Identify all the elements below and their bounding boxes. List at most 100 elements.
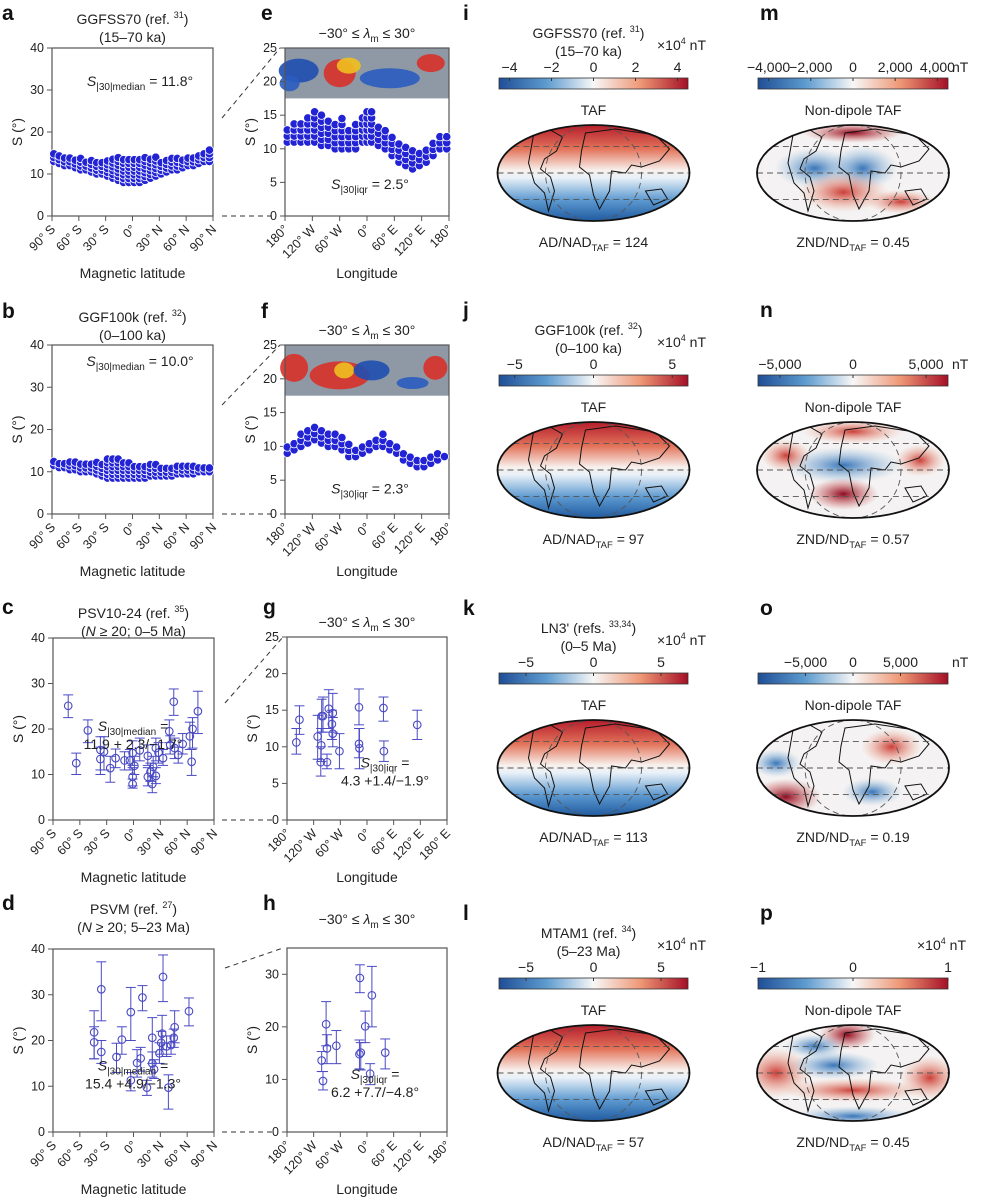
colorbar-tick-label: −5	[507, 356, 523, 372]
data-point	[295, 715, 304, 725]
stat-annotation: S|30|iqr =	[351, 1066, 400, 1086]
colorbar-tick-label: 2,000	[878, 59, 913, 75]
panel-letter: p	[760, 902, 773, 925]
y-axis-label: S (°)	[242, 415, 258, 443]
data-point	[142, 1083, 152, 1092]
text-span: =	[397, 754, 409, 770]
text-span: (15–70 ka)	[555, 43, 622, 59]
mollweide-map	[757, 1025, 949, 1121]
y-tick-label: 5	[270, 175, 277, 189]
y-tick-label: 40	[31, 942, 45, 956]
map-panel-j: j GGF100k (ref. 32) (0–100 ka) ×104 nT −5 0 5 T…	[462, 299, 706, 551]
x-tick-label: 30° S	[80, 222, 112, 254]
y-tick-label: 30	[31, 988, 45, 1002]
text-span: nT	[686, 632, 707, 648]
x-axis-label: Longitude	[336, 563, 398, 579]
panel-title: −30° ≤ λm ≤ 30°	[319, 25, 416, 45]
panel-letter: d	[2, 892, 15, 915]
map-label: TAF	[581, 399, 606, 415]
panel-title: −30° ≤ λm ≤ 30°	[319, 614, 416, 634]
y-tick-label: 30	[30, 83, 44, 97]
field-anomaly	[783, 1078, 923, 1103]
x-tick-label: 0°	[355, 520, 373, 538]
stat-annotation: 4.3 +1.4/−1.9°	[341, 772, 429, 788]
data-point	[380, 126, 390, 136]
colorbar-tick-label: −4	[502, 59, 518, 75]
text-span: 15.4 +4.9/−1.3°	[85, 1075, 181, 1091]
map-label: TAF	[581, 697, 606, 713]
text-span: =	[156, 718, 168, 734]
data-point	[89, 1037, 99, 1047]
data-point	[136, 1053, 146, 1063]
x-tick-label: 60° N	[160, 520, 192, 552]
panel-letter: g	[263, 596, 276, 619]
data-point	[146, 767, 155, 777]
y-tick-label: 0	[270, 209, 277, 223]
map-panel-k: k LN3' (refs. 33,34) (0–5 Ma) ×104 nT −5 0 5 TA…	[463, 597, 706, 849]
text-span: )	[640, 25, 645, 41]
x-tick-label: 90° N	[188, 826, 220, 858]
panel-letter: j	[462, 299, 469, 322]
data-point	[365, 1069, 375, 1078]
data-point	[120, 756, 129, 765]
data-point	[442, 132, 452, 142]
x-axis-label: Longitude	[336, 869, 398, 885]
y-tick-label: 0	[272, 813, 279, 827]
map-inset	[280, 345, 449, 396]
y-tick-label: 15	[265, 703, 279, 717]
mollweide-map	[757, 720, 949, 816]
text-span: TAF	[849, 1143, 866, 1154]
plot-frame	[286, 947, 448, 1133]
y-tick-label: 5	[272, 776, 279, 790]
text-span: ×10	[657, 334, 681, 350]
colorbar-tick-label: −5,000	[784, 654, 827, 670]
text-span: )	[184, 605, 189, 621]
y-tick-label: 20	[265, 1020, 279, 1034]
x-tick-label: 90° S	[28, 826, 60, 858]
text-span: 31	[174, 10, 184, 20]
text-span: TAF	[849, 540, 866, 551]
data-point	[169, 697, 179, 707]
data-point	[291, 738, 301, 747]
colorbar-unit: ×104 nT	[657, 333, 706, 350]
data-point	[155, 1048, 164, 1058]
data-point	[147, 1033, 157, 1043]
colorbar-unit: nT	[952, 654, 969, 670]
text-span: |30|median	[107, 727, 156, 738]
panel-letter: e	[261, 2, 273, 25]
x-tick-label: 30° S	[81, 1138, 113, 1170]
meridian-gridline	[545, 422, 642, 518]
map-outline	[756, 1024, 950, 1122]
text-span: S	[351, 1066, 361, 1082]
text-span: −30° ≤	[319, 25, 364, 41]
text-span: (0–100 ka)	[555, 340, 622, 356]
text-span: AD/NAD	[539, 234, 592, 250]
field-anomaly	[861, 728, 922, 765]
text-span: S	[331, 481, 341, 497]
text-span: 6.2 +7.7/−4.8°	[331, 1084, 419, 1100]
colorbar-tick-label: −4,000	[747, 59, 790, 75]
text-span: −30° ≤	[319, 322, 364, 338]
inset-anomaly	[280, 353, 309, 382]
text-span: N	[86, 623, 97, 639]
colorbar-tick-label: 5,000	[909, 356, 944, 372]
panel-title: PSVM (ref. 27)	[90, 900, 177, 917]
map-statistic: AD/NADTAF = 97	[543, 531, 645, 551]
text-span: nT	[952, 356, 969, 372]
y-tick-label: 0	[272, 1125, 279, 1139]
data-point	[360, 1021, 370, 1031]
y-tick-label: 10	[263, 142, 277, 156]
data-point	[316, 110, 327, 120]
map-panel-o: o nT −5,000 0 5,000 Non-dipole TAF ZND/NDTAF =…	[756, 597, 969, 849]
y-axis-label: S (°)	[9, 118, 25, 146]
panel-subtitle: (0–100 ka)	[99, 327, 166, 343]
text-span: )	[184, 11, 189, 27]
colorbar-tick-label: 0	[590, 654, 598, 670]
text-span: N	[82, 919, 93, 935]
text-span: S	[86, 353, 96, 369]
text-span: ≥ 20; 0–5 Ma)	[96, 623, 186, 639]
colorbar-unit: ×104 nT	[657, 36, 706, 53]
x-tick-label: 180°	[427, 222, 455, 250]
text-span: S	[361, 754, 371, 770]
